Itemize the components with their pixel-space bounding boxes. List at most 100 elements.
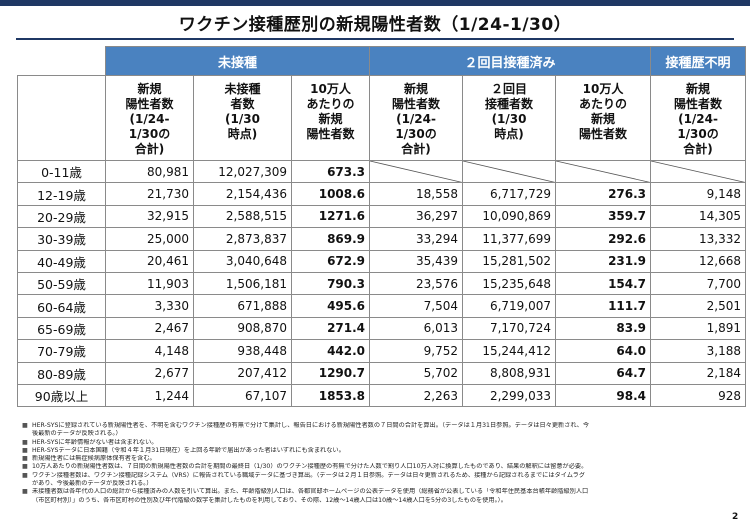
cell-unvac-population: 2,154,436 <box>193 182 292 206</box>
cell-unknown-cases <box>650 159 747 184</box>
header-line: あたりの <box>579 97 628 111</box>
cell-unvac-rate: 1008.6 <box>290 182 371 206</box>
header-line: 陽性者数 <box>392 97 441 111</box>
header-line: 新規 <box>686 82 711 96</box>
cell-vac-population <box>462 159 557 184</box>
age-header <box>17 75 106 161</box>
footnote-marker: ■ <box>22 438 28 446</box>
cell-vac-rate: 64.7 <box>555 361 652 385</box>
header-line: 新規 <box>137 82 162 96</box>
cell-unvac-population: 2,588,515 <box>193 204 292 229</box>
cell-unknown-cases: 7,700 <box>650 271 747 296</box>
header-line: 合計) <box>401 142 431 156</box>
cell-age: 40-49歳 <box>17 249 106 273</box>
cell-unvac-population: 207,412 <box>193 361 292 385</box>
cell-vac-cases: 2,263 <box>369 383 464 408</box>
footnote-line: ■ 未接種者数は各年代の人口の総計から接種済みの人数を引いて算出。また、年齢階級別… <box>22 488 732 496</box>
cell-vac-cases: 6,013 <box>369 316 464 341</box>
cell-unvac-cases: 2,677 <box>105 361 194 385</box>
cell-unvac-cases: 25,000 <box>105 227 194 251</box>
not-applicable-slash <box>651 161 745 182</box>
title-underline <box>16 38 734 40</box>
table-row: 0-11歳 80,981 12,027,309 673.3 <box>17 159 747 184</box>
footnote-marker <box>22 497 32 505</box>
cell-age: 80-89歳 <box>17 361 106 385</box>
header-line: 陽性者数 <box>674 97 723 111</box>
header-line: 1/30の <box>677 127 719 141</box>
footnote-line: ■ HER-SYSデータに日本国籍（令和４年１月31日現在）を上回る年齢で届出があ… <box>22 447 732 455</box>
footnote-text: HER-SYSに登録されている新規陽性者を、不明を含むワクチン接種歴の有無で分け… <box>32 422 590 429</box>
cell-vac-population: 8,808,931 <box>462 361 557 385</box>
header-line: (1/30 <box>225 112 260 126</box>
cell-vac-population: 2,299,033 <box>462 383 557 408</box>
cell-unvac-cases: 80,981 <box>105 159 194 184</box>
table-row: 12-19歳 21,730 2,154,436 1008.6 18,558 6,717,7… <box>17 182 747 206</box>
cell-unvac-cases: 2,467 <box>105 316 194 341</box>
footnote-text: ワクチン接種者数は、ワクチン接種記録システム（VRS）に報告されている職域データ… <box>32 471 586 479</box>
header-line: 陽性者数 <box>306 127 355 141</box>
header-unknown-cases: 新規 陽性者数 (1/24- 1/30の 合計) <box>650 75 747 161</box>
group-header-unvaccinated: 未接種 <box>104 46 371 76</box>
page-number: 2 <box>732 512 739 522</box>
cell-vac-rate <box>555 159 652 184</box>
table-row: 40-49歳 20,461 3,040,648 672.9 35,439 15,281,5… <box>17 249 747 273</box>
cell-unvac-population: 67,107 <box>193 383 292 408</box>
footnote-text: 新規陽性者には無症候病原体保有者を含む。 <box>32 455 156 463</box>
footnote-text: HER-SYSに年齢情報がない者は含まれない。 <box>32 438 158 446</box>
cell-age: 0-11歳 <box>17 159 106 184</box>
footnote-text: 未接種者数は各年代の人口の総計から接種済みの人数を引いて算出。また、年齢階級別人… <box>32 488 589 496</box>
header-line: 新規 <box>318 112 343 126</box>
footnote-marker: ■ <box>22 463 28 471</box>
cell-unvac-rate: 790.3 <box>290 271 371 296</box>
table-row: 65-69歳 2,467 908,870 271.4 6,013 7,170,724 83.… <box>17 316 747 341</box>
header-line: (1/24- <box>678 112 718 126</box>
cell-age: 20-29歳 <box>17 204 106 229</box>
header-line: 10万人 <box>310 82 351 96</box>
cell-age: 65-69歳 <box>17 316 106 341</box>
header-line: 新規 <box>404 82 429 96</box>
footnote-text: 10万人あたりの新規陽性者数は、７日間の新規陽性者数の合計を期間の最終日（1/3… <box>32 463 588 471</box>
table-row: 20-29歳 32,915 2,588,515 1271.6 36,297 10,090,… <box>17 204 747 229</box>
cell-vac-rate: 111.7 <box>555 294 652 318</box>
cell-vac-cases: 18,558 <box>369 182 464 206</box>
cell-vac-rate: 359.7 <box>555 204 652 229</box>
cell-unvac-population: 938,448 <box>193 339 292 363</box>
cell-unvac-cases: 3,330 <box>105 294 194 318</box>
vaccination-cases-table: 未接種 ２回目接種済み 接種歴不明 新規 陽性者数 (1/24- 1/30の 合計) 未… <box>17 46 747 408</box>
cell-vac-population: 10,090,869 <box>462 204 557 229</box>
footnote-marker: ■ <box>22 446 28 454</box>
cell-unknown-cases: 9,148 <box>650 182 747 206</box>
footnote-marker: ■ <box>22 488 28 496</box>
footnote-text: （市区町村別）」のうち、各市区町村の性別及び年代階級の数字を集計したものを利用し… <box>32 496 507 504</box>
cell-vac-rate: 276.3 <box>555 182 652 206</box>
header-unvac-cases: 新規 陽性者数 (1/24- 1/30の 合計) <box>105 75 194 161</box>
cell-vac-population: 15,244,412 <box>462 339 557 363</box>
cell-unvac-rate: 869.9 <box>290 227 371 251</box>
cell-unvac-cases: 21,730 <box>105 182 194 206</box>
not-applicable-slash <box>556 161 650 182</box>
footnote-line: ■ HER-SYSに年齢情報がない者は含まれない。 <box>22 439 732 447</box>
footnote-marker <box>22 480 32 488</box>
header-vac-rate: 10万人 あたりの 新規 陽性者数 <box>555 75 652 161</box>
header-line: 1/30の <box>128 127 171 141</box>
cell-unvac-cases: 32,915 <box>105 204 194 229</box>
cell-unknown-cases: 2,184 <box>650 361 747 385</box>
cell-vac-cases: 33,294 <box>369 227 464 251</box>
group-header-unknown: 接種歴不明 <box>650 46 747 76</box>
footnote-line: （市区町村別）」のうち、各市区町村の性別及び年代階級の数字を集計したものを利用し… <box>22 497 732 505</box>
table-row: 90歳以上 1,244 67,107 1853.8 2,263 2,299,033 98.4… <box>17 383 747 408</box>
cell-vac-rate: 98.4 <box>555 383 652 408</box>
footnote-text: があり、今後最新のデータが反映される。） <box>32 480 153 488</box>
not-applicable-slash <box>463 161 555 182</box>
footnote-line: 後最新のデータが反映される。） <box>22 430 732 438</box>
cell-vac-cases: 7,504 <box>369 294 464 318</box>
cell-unvac-cases: 1,244 <box>105 383 194 408</box>
cell-unknown-cases: 2,501 <box>650 294 747 318</box>
corner-cell <box>17 46 106 76</box>
cell-unvac-population: 3,040,648 <box>193 249 292 273</box>
cell-vac-rate: 83.9 <box>555 316 652 341</box>
cell-vac-rate: 292.6 <box>555 227 652 251</box>
cell-unvac-rate: 673.3 <box>290 159 371 184</box>
cell-unvac-rate: 271.4 <box>290 316 371 341</box>
cell-unvac-population: 671,888 <box>193 294 292 318</box>
